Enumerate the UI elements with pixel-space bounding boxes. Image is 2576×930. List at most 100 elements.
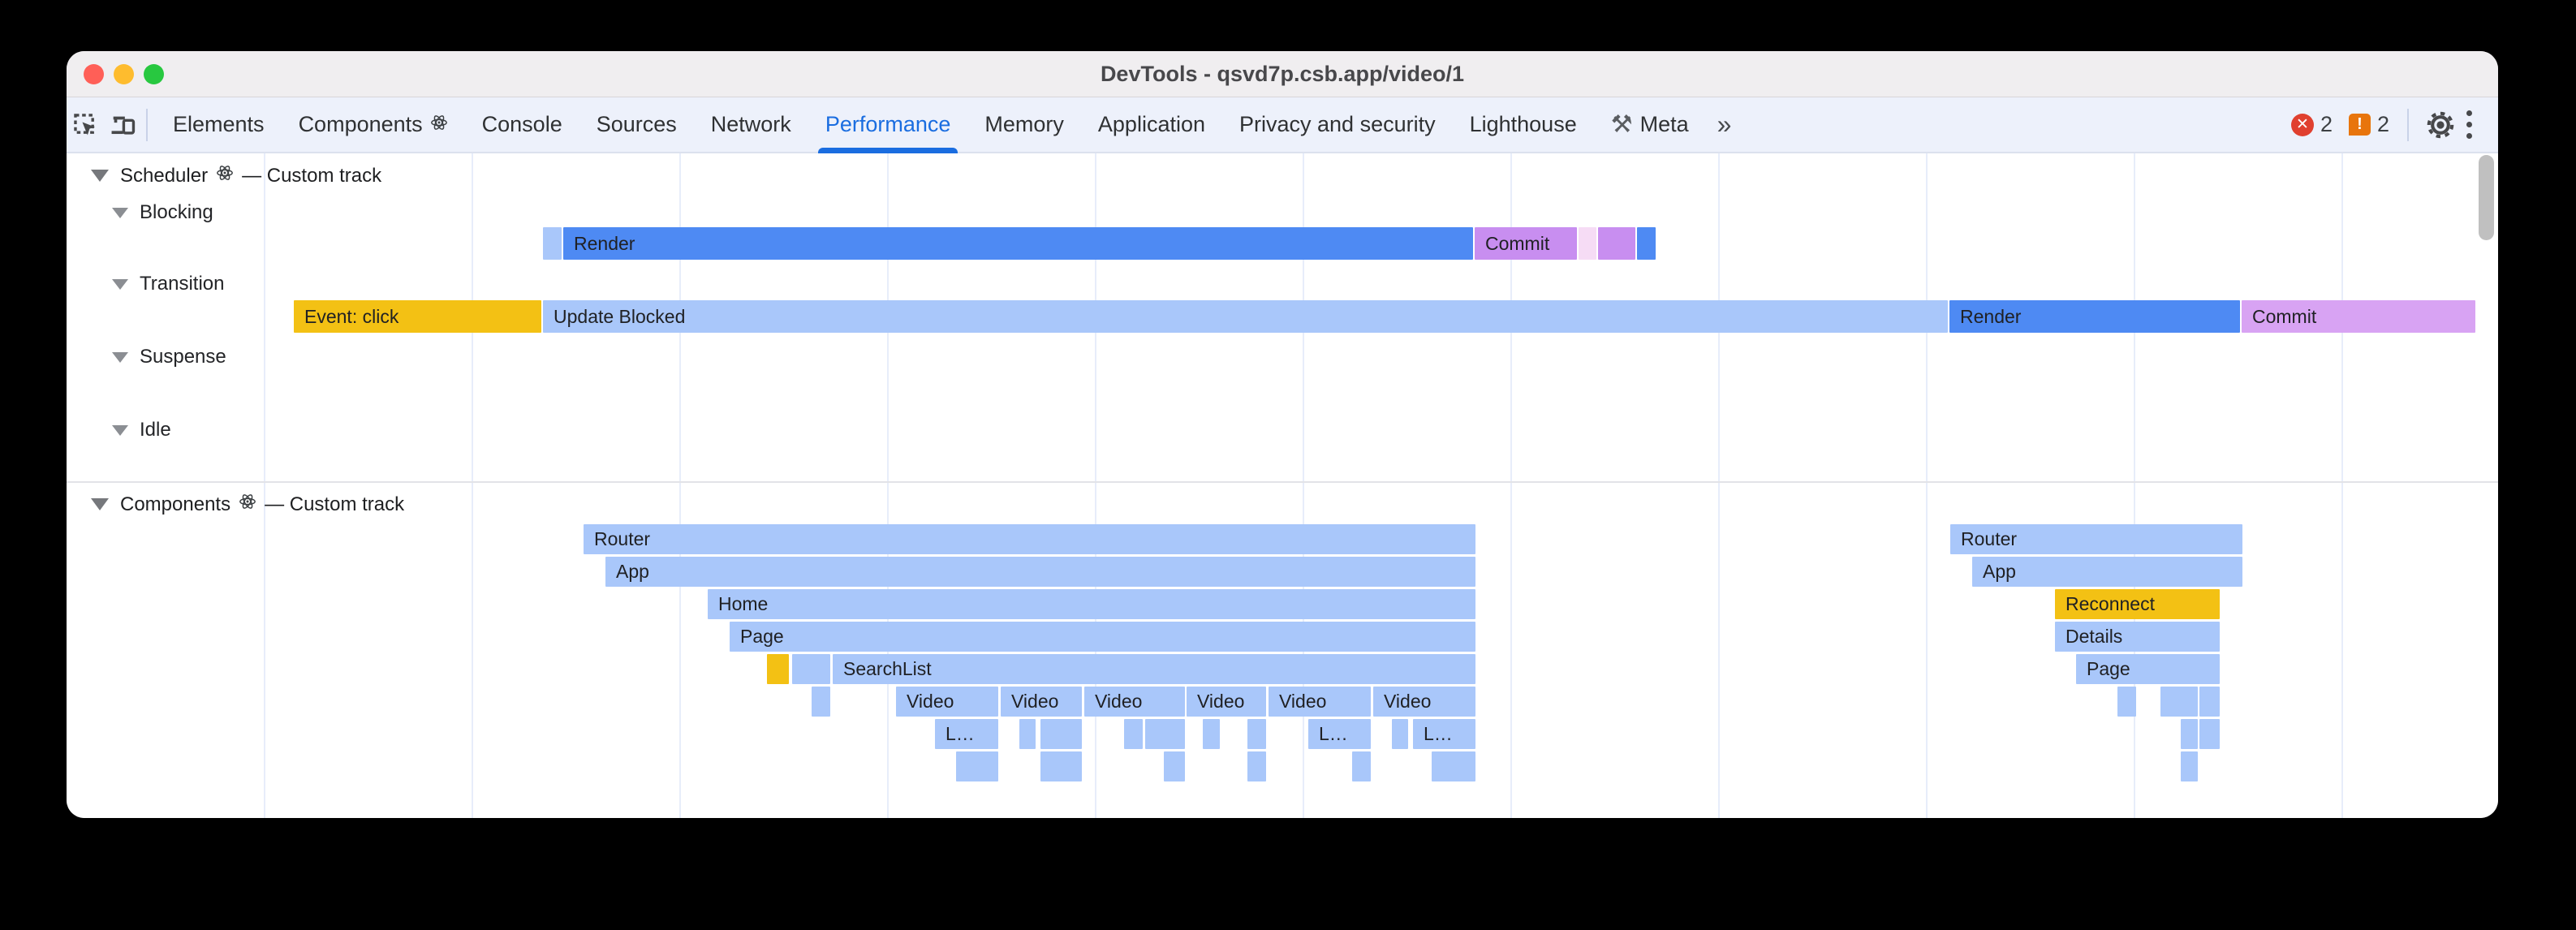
tab-components[interactable]: Components (282, 97, 465, 152)
flame-bar[interactable] (1432, 751, 1475, 781)
scheduler-lane-idle[interactable]: Idle (112, 419, 171, 441)
flame-bar[interactable] (2181, 719, 2198, 749)
error-icon[interactable]: ✕ (2290, 113, 2314, 136)
flame-bar-commit[interactable]: Commit (2242, 300, 2475, 333)
flame-bar[interactable] (1637, 227, 1656, 260)
flame-bar-video[interactable]: Video (1084, 687, 1185, 717)
flame-bar[interactable] (2181, 751, 2198, 781)
tab-memory[interactable]: Memory (967, 97, 1081, 152)
flame-bar[interactable] (1145, 719, 1185, 749)
tab-privacy-and-security[interactable]: Privacy and security (1222, 97, 1453, 152)
tab-label: Network (710, 112, 791, 136)
warning-icon[interactable]: ! (2348, 114, 2371, 136)
flame-bar[interactable] (1247, 719, 1266, 749)
tab-elements[interactable]: Elements (156, 97, 282, 152)
tab-meta[interactable]: ⚒ Meta (1594, 97, 1706, 152)
flame-bar[interactable] (812, 687, 830, 717)
window-title: DevTools - qsvd7p.csb.app/video/1 (1100, 62, 1465, 86)
warning-count[interactable]: 2 (2376, 112, 2389, 136)
flame-bar[interactable] (1164, 751, 1185, 781)
toggle-device-toolbar-icon[interactable] (104, 106, 141, 144)
flame-bar[interactable] (1579, 227, 1596, 260)
flame-bar-commit[interactable]: Commit (1475, 227, 1577, 260)
tab-console[interactable]: Console (465, 97, 579, 152)
error-count[interactable]: 2 (2320, 112, 2333, 136)
flame-bar[interactable] (2199, 687, 2220, 717)
tab-performance[interactable]: Performance (808, 97, 968, 153)
more-options-kebab-icon[interactable] (2466, 108, 2472, 142)
tab-lighthouse[interactable]: Lighthouse (1453, 97, 1594, 152)
flame-bar[interactable] (1019, 719, 1036, 749)
collapse-triangle-icon[interactable] (91, 498, 109, 510)
flame-bar[interactable] (2160, 687, 2198, 717)
flame-bar-reconnect[interactable]: Reconnect (2055, 589, 2220, 619)
flame-bar-render[interactable]: Render (563, 227, 1473, 260)
scheduler-lane-suspense[interactable]: Suspense (112, 346, 226, 368)
components-track-header[interactable]: Components — Custom track (91, 493, 404, 516)
flame-bar-page[interactable]: Page (2076, 654, 2220, 684)
collapse-triangle-icon[interactable] (91, 170, 109, 182)
tab-label: Application (1097, 112, 1205, 136)
flame-bar-home[interactable]: Home (708, 589, 1475, 619)
flame-bar-video[interactable]: Video (896, 687, 998, 717)
collapse-triangle-icon[interactable] (112, 351, 128, 363)
flame-bar-router[interactable]: Router (1950, 524, 2242, 554)
flame-bar[interactable] (543, 227, 562, 260)
flame-bar[interactable] (2117, 687, 2136, 717)
minimize-window-button[interactable] (114, 64, 134, 84)
flame-bar-searchlist[interactable]: SearchList (833, 654, 1475, 684)
collapse-triangle-icon[interactable] (112, 424, 128, 436)
timeline-gridline (1303, 153, 1304, 818)
flame-bar-l-[interactable]: L… (1413, 719, 1475, 749)
flame-bar[interactable] (1203, 719, 1220, 749)
collapse-triangle-icon[interactable] (112, 207, 128, 218)
lane-label: Transition (140, 273, 225, 295)
flame-bar[interactable] (1598, 227, 1635, 260)
custom-track-suffix: — Custom track (242, 164, 382, 187)
flame-bar[interactable] (1392, 719, 1408, 749)
timeline-gridline (1095, 153, 1096, 818)
tab-sources[interactable]: Sources (579, 97, 694, 152)
settings-gear-icon[interactable] (2422, 106, 2459, 144)
tab-label: Memory (984, 112, 1064, 136)
inspect-element-icon[interactable] (67, 106, 104, 144)
scheduler-lane-transition[interactable]: Transition (112, 273, 224, 295)
vertical-scrollbar-thumb[interactable] (2479, 155, 2494, 240)
more-tabs-chevron[interactable]: » (1717, 110, 1732, 139)
timeline-gridline (2341, 153, 2343, 818)
flame-bar-video[interactable]: Video (1373, 687, 1475, 717)
scheduler-track-header[interactable]: Scheduler — Custom track (91, 164, 381, 187)
flame-bar-router[interactable]: Router (584, 524, 1475, 554)
flame-bar[interactable] (767, 654, 789, 684)
react-atom-icon (239, 493, 256, 516)
flame-bar-event-click[interactable]: Event: click (294, 300, 541, 333)
tab-network[interactable]: Network (694, 97, 808, 152)
flame-bar-video[interactable]: Video (1269, 687, 1371, 717)
scheduler-lane-blocking[interactable]: Blocking (112, 201, 213, 224)
flame-bar-app[interactable]: App (605, 557, 1475, 587)
close-window-button[interactable] (84, 64, 104, 84)
flame-bar[interactable] (792, 654, 830, 684)
flame-bar-video[interactable]: Video (1001, 687, 1082, 717)
flame-bar[interactable] (956, 751, 998, 781)
tab-application[interactable]: Application (1081, 97, 1222, 152)
timeline-gridline (887, 153, 889, 818)
flame-bar[interactable] (2199, 719, 2220, 749)
flame-bar[interactable] (1247, 751, 1266, 781)
collapse-triangle-icon[interactable] (112, 278, 128, 290)
tab-label: Privacy and security (1239, 112, 1436, 136)
flame-bar-l-[interactable]: L… (935, 719, 998, 749)
flame-bar-render[interactable]: Render (1949, 300, 2240, 333)
flame-bar-video[interactable]: Video (1187, 687, 1266, 717)
flame-bar-l-[interactable]: L… (1308, 719, 1371, 749)
flame-bar[interactable] (1040, 751, 1082, 781)
flame-bar[interactable] (1040, 719, 1082, 749)
flame-bar-update-blocked[interactable]: Update Blocked (543, 300, 1948, 333)
zoom-window-button[interactable] (144, 64, 164, 84)
flame-bar-details[interactable]: Details (2055, 622, 2220, 652)
flame-bar[interactable] (1352, 751, 1371, 781)
flame-bar-page[interactable]: Page (730, 622, 1475, 652)
flame-bar-app[interactable]: App (1972, 557, 2242, 587)
flame-bar[interactable] (1124, 719, 1143, 749)
